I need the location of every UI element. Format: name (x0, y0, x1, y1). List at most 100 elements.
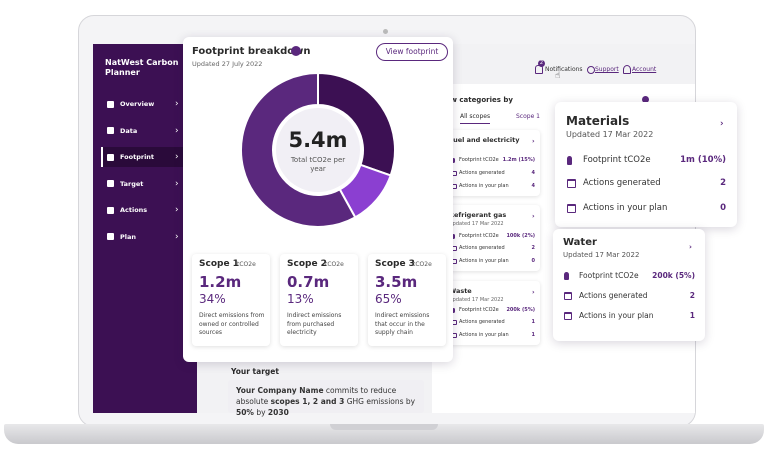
tab[interactable]: All scopes (460, 113, 491, 124)
scope-amount: 1.2m (199, 273, 242, 291)
footprint-icon (567, 155, 573, 165)
scope-unit: tCO2e (413, 261, 432, 268)
cursor: ☝ (555, 71, 561, 81)
row-label: Actions generated (459, 170, 505, 176)
row-value: 200k (5%) (506, 307, 535, 313)
category-name[interactable]: Waste (449, 287, 472, 295)
categories-heading: View categories by (438, 96, 513, 104)
donut-center (276, 108, 360, 192)
row-label: Footprint tCO2e (459, 157, 499, 163)
nav-icon (107, 153, 114, 161)
materials-card: Materials › Updated 17 Mar 2022 Footprint t… (555, 102, 737, 227)
support-link[interactable]: Support (595, 66, 619, 73)
water-updated: Updated 17 Mar 2022 (563, 251, 640, 259)
nav-item[interactable]: Data (120, 126, 138, 135)
footprint-icon (452, 157, 455, 163)
info-icon (642, 96, 649, 103)
plan-icon (564, 312, 572, 320)
nav-chevron: › (175, 99, 179, 109)
nav-item[interactable]: Plan (120, 232, 137, 241)
scope-description: Direct emissions from owned or controlle… (199, 312, 265, 336)
target-text-part: by (253, 408, 268, 417)
target-text: Your Company Name commits to reduce abso… (236, 385, 421, 418)
row-value: 1 (689, 311, 695, 320)
chevron[interactable]: › (689, 241, 692, 251)
nav-item[interactable]: Target (120, 179, 144, 188)
category-name[interactable]: Refrigerant gas (449, 211, 507, 219)
nav-icon (107, 100, 114, 108)
scope-card (368, 254, 446, 346)
row-value: 2 (531, 245, 535, 251)
notifications-link[interactable]: Notifications (545, 66, 583, 73)
footprint-icon (564, 272, 569, 280)
row-label: Footprint tCO2e (459, 307, 499, 313)
row-value: 2 (720, 178, 726, 188)
scope-share: 65% (375, 292, 402, 306)
row-value: 4 (531, 170, 535, 176)
scope-unit: tCO2e (237, 261, 256, 268)
row-value: 4 (531, 183, 535, 189)
row-value: 100k (2%) (506, 233, 535, 239)
brand: NatWest Carbon Planner (105, 58, 179, 77)
nav-chevron: › (175, 231, 179, 242)
actions-icon (567, 178, 576, 188)
row-value: 2 (689, 291, 695, 300)
laptop-base (4, 424, 764, 444)
footprint-updated: Updated 27 July 2022 (192, 60, 263, 68)
nav-icon (107, 127, 114, 134)
target-box (228, 380, 424, 413)
nav-active (101, 147, 193, 167)
donut-chart (240, 71, 396, 228)
water-card: Water › Updated 17 Mar 2022 Footprint tCO2e… (553, 229, 705, 341)
footprint-card: Footprint breakdown Updated 27 July 2022… (183, 37, 453, 362)
row-label: Actions in your plan (459, 332, 509, 338)
nav-chevron: › (175, 152, 179, 162)
total: 5.4m (288, 128, 348, 152)
account-icon (623, 65, 631, 74)
scope-name: Scope 1 (199, 259, 239, 269)
chevron[interactable]: › (532, 137, 535, 145)
support-icon (587, 66, 595, 74)
target-year: 2030 (267, 408, 289, 417)
row-label: Footprint tCO2e (459, 233, 499, 239)
row-label: Actions in your plan (459, 258, 509, 264)
scope-unit: tCO2e (325, 261, 344, 268)
row-value: 1 (531, 332, 535, 338)
plan-icon (567, 203, 576, 213)
chevron[interactable]: › (720, 119, 724, 130)
camera (383, 29, 388, 34)
chevron[interactable]: › (532, 212, 535, 220)
tab[interactable]: Scope 1 (516, 113, 541, 120)
laptop-notch (330, 424, 438, 430)
row-label: Actions generated (583, 178, 661, 188)
chevron[interactable]: › (532, 288, 535, 296)
scope-share: 13% (287, 292, 314, 306)
target-company: Your Company Name (236, 386, 324, 395)
target-percent: 50% (236, 408, 254, 417)
scope-amount: 0.7m (287, 273, 330, 291)
nav-chevron: › (175, 205, 179, 215)
category-name[interactable]: Fuel and electricity (449, 136, 520, 144)
scope-name: Scope 2 (287, 259, 327, 269)
total-caption: Total tCO2e per year (290, 156, 346, 173)
nav-chevron: › (175, 178, 179, 189)
account-link[interactable]: Account (632, 66, 657, 73)
row-value: 1.2m (15%) (502, 157, 535, 163)
row-value: 1 (531, 319, 535, 325)
target-scopes: scopes 1, 2 and 3 (270, 397, 345, 406)
donut-segment (317, 71, 396, 177)
row-value: 0 (531, 258, 535, 264)
scope-description: Indirect emissions from purchased electr… (287, 312, 342, 336)
row-label: Actions generated (579, 291, 648, 300)
footprint-title: Footprint breakdown (192, 46, 311, 57)
nav-item[interactable]: Overview (120, 100, 155, 108)
scope-amount: 3.5m (375, 273, 418, 291)
materials-updated: Updated 17 Mar 2022 (566, 130, 654, 139)
view-footprint-button[interactable]: View footprint (376, 43, 448, 61)
nav-item[interactable]: Actions (120, 206, 148, 214)
nav-item[interactable]: Footprint (120, 153, 155, 161)
nav-icon (107, 180, 114, 187)
row-value: 200k (5%) (652, 271, 695, 280)
nav-icon (107, 233, 114, 240)
